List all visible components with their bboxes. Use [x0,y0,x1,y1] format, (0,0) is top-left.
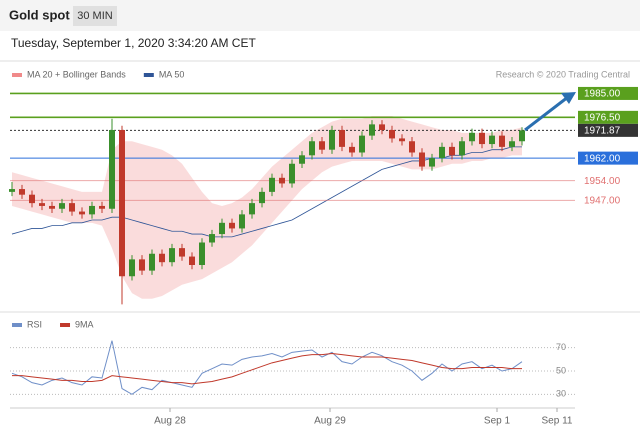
candle-body [89,205,95,215]
level-label: 1947.00 [584,195,621,206]
candle-body [169,248,175,263]
legend-label: 9MA [75,319,94,329]
level-box [578,86,638,100]
x-tick-label: Sep 1 [484,416,511,427]
candle-body [49,205,55,209]
candle-body [429,158,435,167]
candle-body [109,130,115,209]
legend-swatch [60,323,71,327]
candle-body [349,146,355,153]
candle-body [369,124,375,136]
candle-body [489,135,495,145]
candle-body [149,253,155,271]
rsi-line [11,340,523,395]
timestamp: Tuesday, September 1, 2020 3:34:20 AM CE… [11,36,256,50]
candle-body [399,138,405,142]
forecast-arrowhead [561,92,576,104]
candle-body [59,203,65,209]
legend-label: MA 50 [159,69,185,79]
candle-body [379,124,385,130]
candle-body [279,177,285,184]
candle-body [209,234,215,243]
price-panel: 1985.00 1976.50 1971.87 1962.00 1954.00 1947.… [9,69,638,305]
y-tick-label: 70 [556,342,566,352]
candle-body [459,141,465,156]
level-label: 1976.50 [584,112,621,123]
legend-swatch [143,73,154,77]
candle-body [499,135,505,147]
candle-body [269,177,275,192]
candle-body [29,194,35,204]
candle-body [229,222,235,229]
candle-body [299,155,305,164]
candle-body [249,203,255,215]
level-label: 1985.00 [584,89,621,100]
interval-box[interactable] [73,6,117,26]
legend-swatch [12,73,22,77]
candle-body [449,146,455,156]
y-tick-label: 50 [556,365,566,375]
level-label: 1954.00 [584,176,621,187]
candle-body [189,256,195,265]
rsi-panel: 30 50 70 Aug 28 Aug 29 Sep 1 Sep 11 RSI 9MA [10,319,575,427]
chart-title: Gold spot [9,7,70,22]
forecast-arrow [524,95,569,132]
candle-body [219,222,225,235]
candle-body [419,152,425,167]
candle-body [119,130,125,277]
candle-body [409,141,415,153]
bollinger-band [12,115,522,299]
candle-body [129,259,135,277]
candle-body [139,259,145,271]
candle-body [9,189,15,192]
x-tick-label: Aug 29 [314,416,346,427]
candle-body [259,191,265,204]
candle-body [309,141,315,156]
candle-body [439,146,445,159]
level-box [578,123,638,137]
x-tick-label: Aug 28 [154,416,186,427]
interval[interactable]: 30 MIN [77,10,113,22]
candle-body [199,242,205,265]
candle-body [159,253,165,263]
legend-label: MA 20 + Bollinger Bands [27,69,126,79]
candle-body [99,205,105,209]
candle-body [39,203,45,206]
level-label: 1971.87 [584,126,621,137]
candle-body [19,189,25,195]
candle-body [319,141,325,150]
candle-body [359,135,365,153]
candle-body [339,130,345,147]
credit: Research © 2020 Trading Central [496,69,630,79]
candle-body [479,132,485,145]
rsi-line [12,352,522,385]
legend-label: RSI [27,319,42,329]
legend-swatch [12,323,22,327]
candle-body [69,203,75,212]
candle-body [329,130,335,150]
y-tick-label: 30 [556,389,566,399]
candle-body [469,132,475,142]
level-box [578,151,638,165]
x-tick-label: Sep 11 [542,416,573,427]
level-label: 1962.00 [584,153,621,164]
candle-body [509,141,515,147]
level-box [578,110,638,124]
candle-body [289,163,295,184]
candle-body [79,211,85,215]
candle-body [519,130,525,142]
candle-body [179,248,185,257]
candle-body [239,214,245,229]
candle-body [389,130,395,139]
